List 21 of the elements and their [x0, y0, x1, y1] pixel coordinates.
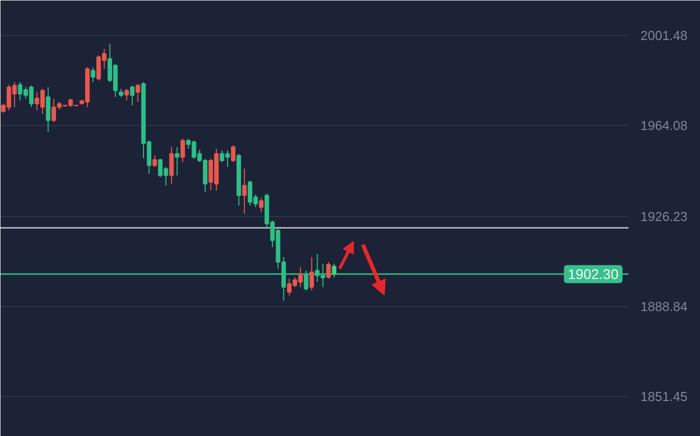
y-tick-label: 1926.23: [640, 209, 688, 224]
candlestick: [152, 154, 157, 168]
candlestick: [230, 144, 236, 163]
candlestick: [130, 84, 135, 106]
candlestick: [90, 66, 96, 83]
candlestick: [332, 263, 336, 278]
candlestick: [169, 146, 174, 184]
candlestick: [46, 86, 50, 132]
candlestick: [326, 262, 331, 280]
candlestick: [174, 146, 180, 176]
candlestick: [309, 256, 314, 291]
y-tick-label: 1964.08: [640, 118, 688, 133]
y-tick-label: 2001.48: [640, 28, 688, 43]
y-tick-label: 1888.84: [640, 298, 688, 314]
candlestick: [180, 138, 185, 163]
y-tick-label: 1851.45: [640, 388, 688, 404]
ref-line-label: 1902.30: [568, 266, 619, 282]
candlestick: [258, 197, 264, 213]
candlestick: [124, 88, 129, 101]
candlestick: [242, 168, 247, 214]
candlestick: [136, 83, 140, 103]
